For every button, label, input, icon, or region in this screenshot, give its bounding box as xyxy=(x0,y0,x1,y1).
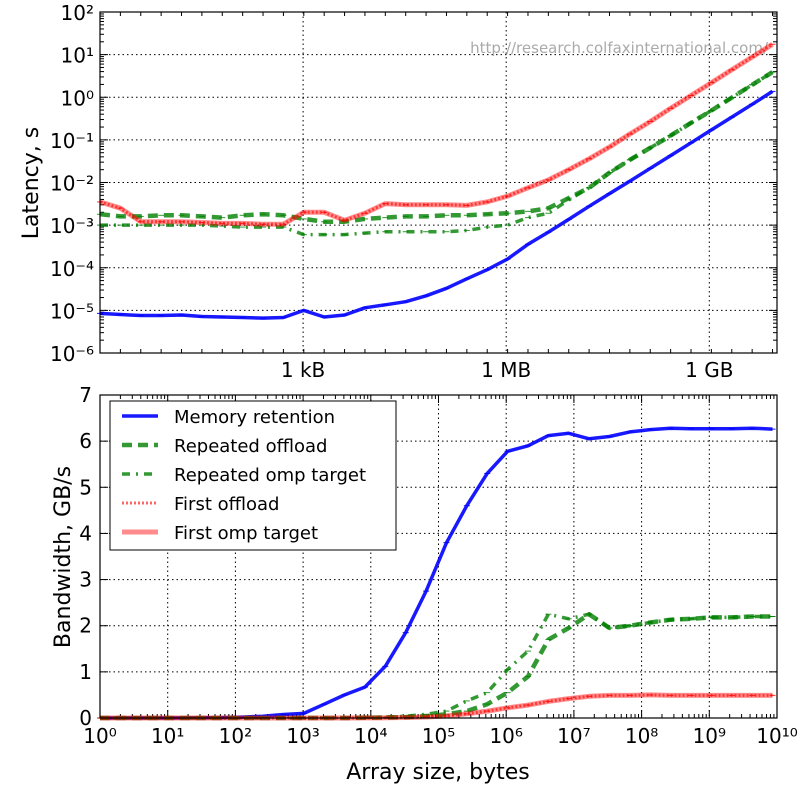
series-line-repeated-omp-target xyxy=(100,70,774,237)
y-tick-label: 0 xyxy=(79,706,92,730)
x-tick-label: 10¹⁰ xyxy=(756,724,797,748)
legend-label: Memory retention xyxy=(174,407,335,428)
x-tick-label: 10⁵ xyxy=(422,724,455,748)
x-tick-label: 10³ xyxy=(286,724,319,748)
series-line-first-omp-target xyxy=(99,42,774,227)
y-tick-label: 1 xyxy=(79,660,92,684)
series-line-first-omp-target xyxy=(100,692,773,721)
series-line-repeated-offload xyxy=(100,611,773,721)
latency-plot-frame xyxy=(99,11,778,354)
y-tick-label: 10⁻³ xyxy=(50,214,94,238)
series-line-repeated-offload xyxy=(99,70,774,224)
series-line-repeated-omp-target xyxy=(100,612,773,720)
y-tick-label: 10⁻² xyxy=(50,172,94,196)
y-tick-label: 7 xyxy=(79,383,92,407)
legend-label: Repeated omp target xyxy=(174,465,366,486)
y-tick-label: 10⁻⁶ xyxy=(50,342,94,366)
y-tick-label: 10⁻⁵ xyxy=(50,299,94,323)
bandwidth-plot-frame xyxy=(99,394,778,719)
x-tick-label: 1 MB xyxy=(481,358,531,382)
y-tick-label: 10⁻¹ xyxy=(50,129,94,153)
y-tick-label: 10⁰ xyxy=(61,86,94,110)
y-tick-label: 10² xyxy=(61,1,94,25)
series-line-first-offload xyxy=(99,43,774,226)
x-tick-label: 10¹ xyxy=(151,724,184,748)
x-tick-label: 10² xyxy=(219,724,252,748)
legend-label: First offload xyxy=(174,494,280,515)
y-tick-label: 10⁻⁴ xyxy=(50,257,94,281)
x-tick-label: 1 GB xyxy=(685,358,733,382)
y-tick-label: 3 xyxy=(79,568,92,592)
y-tick-label: 4 xyxy=(79,521,92,545)
x-tick-label: 10⁶ xyxy=(489,724,522,748)
x-tick-label: 1 kB xyxy=(281,358,325,382)
x-tick-label: 10⁴ xyxy=(354,724,387,748)
x-tick-label: 10⁸ xyxy=(625,724,658,748)
x-tick-label: 10⁷ xyxy=(557,724,590,748)
legend-label: Repeated offload xyxy=(174,436,327,457)
y-tick-label: 5 xyxy=(79,475,92,499)
legend-label: First omp target xyxy=(174,523,318,544)
legend-box xyxy=(109,400,397,551)
watermark: http://research.colfaxinternational.com/ xyxy=(470,39,769,57)
y-axis-label-bandwidth: Bandwidth, GB/s xyxy=(51,466,76,648)
series-line-memory-retention xyxy=(99,89,774,320)
y-tick-label: 6 xyxy=(79,429,92,453)
y-tick-label: 10¹ xyxy=(61,44,94,68)
x-tick-label: 10⁹ xyxy=(693,724,726,748)
y-axis-label-latency: Latency, s xyxy=(19,127,44,239)
x-axis-label: Array size, bytes xyxy=(346,760,530,785)
y-tick-label: 2 xyxy=(79,614,92,638)
x-tick-label: 10⁰ xyxy=(83,724,116,748)
